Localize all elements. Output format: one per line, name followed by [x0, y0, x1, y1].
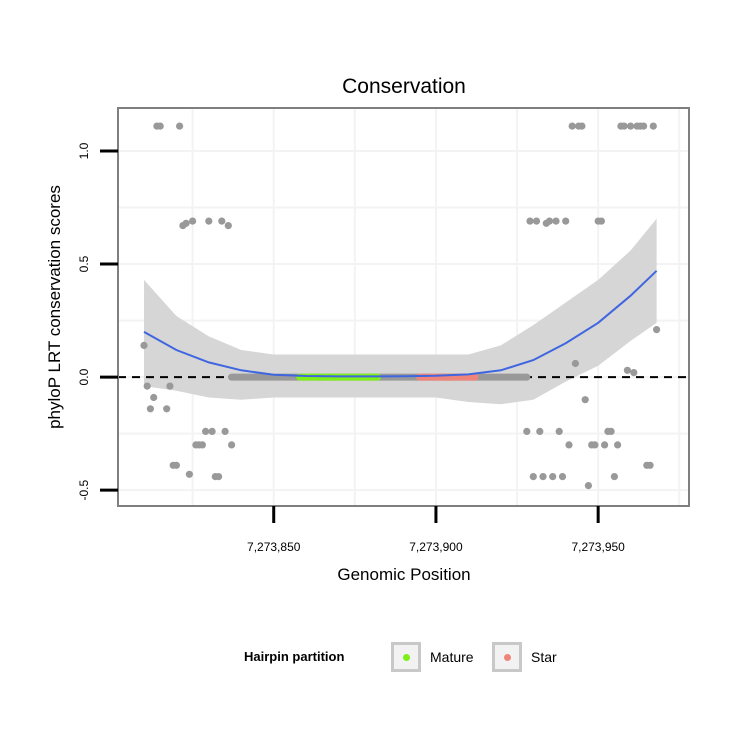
score-point: [601, 441, 609, 449]
y-tick-label: 1.0: [77, 142, 91, 159]
score-point: [221, 427, 229, 435]
y-tick-label: -0.5: [77, 480, 91, 501]
score-point: [549, 473, 557, 481]
legend-title: Hairpin partition: [244, 649, 345, 664]
chart: Conservation 7,273,850 7,273,900 7,273,950…: [45, 75, 690, 584]
legend-label-star: Star: [531, 649, 557, 665]
score-points: [140, 122, 661, 490]
score-point: [620, 122, 628, 130]
score-point: [156, 122, 164, 130]
score-point: [218, 217, 226, 225]
score-point: [150, 393, 158, 402]
score-point: [578, 122, 586, 130]
score-point: [539, 473, 547, 481]
x-tick-label: 7,273,850: [247, 540, 301, 554]
plot-panel: [117, 107, 690, 507]
score-point: [653, 326, 661, 334]
score-point: [202, 427, 210, 435]
grid: [118, 108, 689, 506]
score-point: [627, 122, 635, 130]
score-point: [558, 473, 567, 481]
score-point: [555, 427, 563, 435]
x-axis-title: Genomic Position: [337, 565, 470, 584]
confidence-ribbon: [144, 218, 657, 405]
score-point: [571, 359, 580, 368]
legend: Hairpin partition Mature Star: [0, 642, 750, 674]
score-point: [584, 482, 593, 490]
score-point: [163, 405, 171, 413]
y-axis-title: phyloP LRT conservation scores: [45, 185, 64, 429]
score-point: [614, 441, 622, 449]
score-point: [198, 441, 206, 449]
score-point: [205, 217, 213, 225]
smooth-fit: [143, 270, 658, 378]
score-point: [623, 366, 632, 374]
axes: 7,273,850 7,273,900 7,273,950 -0.5 0.0 0.5 1.0: [77, 142, 625, 554]
star-dot-icon: [504, 654, 511, 661]
score-point: [215, 473, 223, 481]
score-point: [189, 217, 197, 225]
score-point: [176, 122, 184, 130]
score-point: [552, 217, 560, 225]
score-point: [649, 122, 657, 130]
score-point: [523, 427, 531, 435]
score-point: [143, 382, 151, 390]
score-point: [208, 427, 216, 435]
score-point: [597, 217, 606, 225]
legend-key-star: [492, 642, 522, 672]
legend-key-mature: [391, 642, 421, 672]
score-point: [172, 461, 180, 469]
score-point: [591, 441, 599, 449]
score-point: [562, 217, 570, 225]
chart-title: Conservation: [342, 75, 466, 98]
mature-dot-icon: [403, 654, 410, 661]
score-point: [545, 217, 554, 225]
score-point: [568, 122, 576, 130]
smooth-fit-line: [143, 270, 658, 378]
score-point: [228, 441, 236, 449]
score-point: [607, 427, 615, 435]
x-tick-label: 7,273,950: [571, 540, 625, 554]
score-point: [640, 122, 648, 130]
y-tick-label: 0.5: [77, 255, 91, 272]
y-tick-label: 0.0: [77, 368, 91, 385]
x-tick-label: 7,273,900: [409, 540, 463, 554]
score-point: [182, 219, 190, 227]
score-point: [140, 341, 148, 349]
score-point: [224, 222, 232, 230]
score-point: [536, 427, 544, 435]
score-point: [532, 217, 541, 225]
score-point: [146, 405, 154, 413]
score-point: [646, 461, 654, 469]
score-point: [185, 470, 193, 478]
legend-label-mature: Mature: [430, 649, 474, 665]
score-point: [630, 369, 638, 377]
score-point: [166, 382, 174, 390]
score-point: [610, 473, 619, 481]
score-point: [526, 217, 534, 225]
score-point: [581, 396, 589, 404]
score-point: [565, 441, 573, 449]
score-point: [529, 473, 537, 481]
confidence-band: [144, 218, 657, 405]
